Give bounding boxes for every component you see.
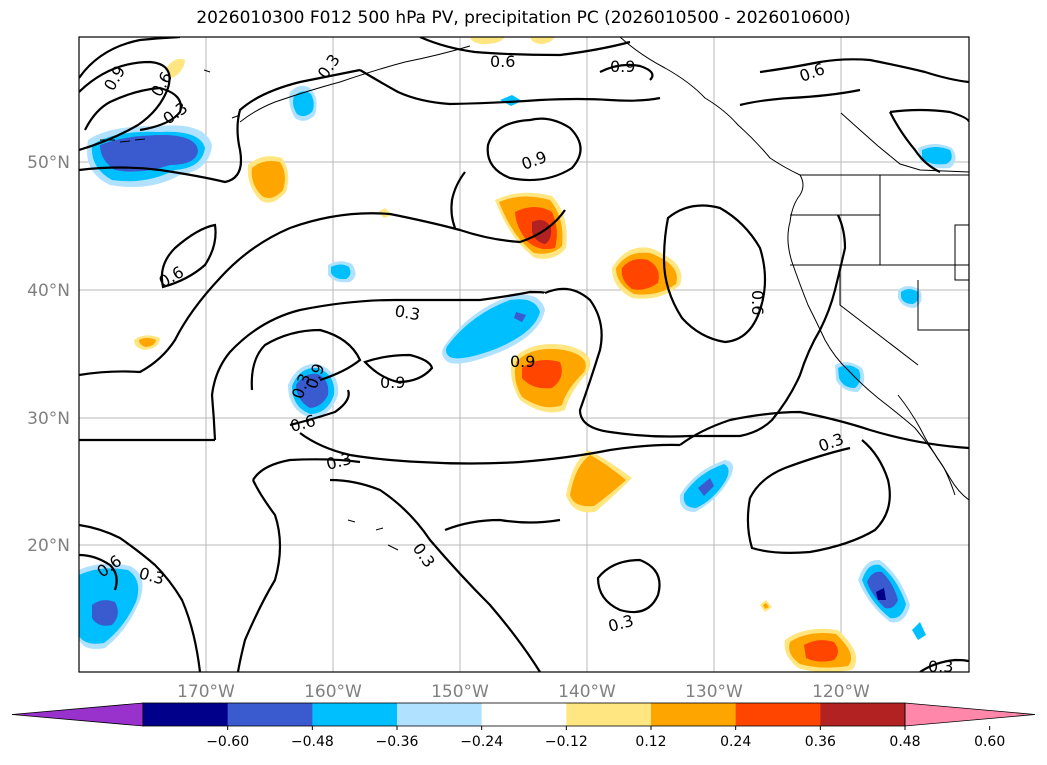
precip-blob — [296, 373, 329, 408]
precip-blob — [804, 640, 838, 662]
colorbar-tick-label: −0.36 — [376, 734, 419, 750]
precip-blob — [912, 622, 926, 640]
precip-blob — [100, 135, 198, 172]
colorbar-segment — [566, 703, 652, 726]
colorbar: −0.60 −0.48 −0.36 −0.24 −0.12 0.12 0.24 0.36 0.4… — [11, 702, 1036, 750]
precip-blob — [500, 95, 522, 106]
lon-label-150w: 150°W — [431, 682, 489, 702]
map-border — [78, 36, 970, 673]
precip-blob — [838, 365, 861, 388]
coastlines — [100, 37, 969, 551]
colorbar-segment — [651, 703, 737, 726]
colorbar-segment — [143, 703, 229, 726]
precip-positive-blobs — [134, 37, 857, 672]
colorbar-tick-label: 0.12 — [635, 734, 666, 750]
colorbar-tick-label: 0.48 — [889, 734, 920, 750]
precip-negative-blobs — [79, 85, 956, 649]
colorbar-tick-label: 0.36 — [805, 734, 836, 750]
lon-label-160w: 160°W — [304, 682, 362, 702]
colorbar-segment — [312, 703, 398, 726]
contour-label: 0.9 — [510, 352, 535, 371]
precip-blob — [698, 478, 714, 496]
map-title: 2026010300 F012 500 hPa PV, precipitatio… — [196, 8, 851, 28]
colorbar-tick-label: −0.60 — [206, 734, 249, 750]
precip-blob — [331, 264, 351, 280]
precip-blob — [522, 360, 562, 389]
lat-label-30n: 30°N — [27, 409, 70, 429]
lon-label-130w: 130°W — [685, 682, 743, 702]
lon-label-120w: 120°W — [812, 682, 870, 702]
colorbar-segment — [227, 703, 313, 726]
contour-label: 0.9 — [380, 373, 405, 392]
colorbar-border — [142, 702, 906, 727]
lat-label-40n: 40°N — [27, 281, 70, 301]
precip-blob — [92, 600, 118, 626]
precip-blob — [514, 312, 526, 322]
colorbar-segment — [820, 703, 906, 726]
precip-blob — [763, 603, 769, 609]
precip-blob — [251, 160, 285, 198]
precip-blob — [922, 147, 952, 165]
contour-label: 0.3 — [393, 301, 421, 324]
lat-label-20n: 20°N — [27, 536, 70, 556]
colorbar-tick-label: −0.12 — [545, 734, 588, 750]
contour-label: 0.3 — [928, 657, 953, 676]
precip-blob — [876, 588, 886, 600]
colorbar-segment — [735, 703, 821, 726]
pv-contours — [79, 37, 969, 672]
colorbar-extend-high — [904, 702, 1036, 727]
contour-label: 0.6 — [490, 52, 515, 71]
precip-blob — [901, 289, 919, 304]
colorbar-segment — [397, 703, 483, 726]
lat-label-50n: 50°N — [27, 153, 70, 173]
precip-blob — [293, 91, 314, 117]
precip-blob — [139, 338, 156, 347]
precip-blob — [165, 58, 185, 78]
contour-label: 0.9 — [610, 57, 635, 76]
precip-blob — [621, 259, 659, 290]
precip-blob — [570, 455, 626, 507]
lon-label-170w: 170°W — [177, 682, 235, 702]
colorbar-extend-low — [11, 702, 144, 727]
precip-blob — [470, 37, 505, 44]
precip-blob — [530, 37, 555, 44]
contour-label: 0.6 — [748, 290, 767, 315]
lon-label-140w: 140°W — [558, 682, 616, 702]
colorbar-tick-label: 0.24 — [720, 734, 751, 750]
colorbar-tick-label: −0.24 — [460, 734, 503, 750]
colorbar-tick-label: −0.48 — [291, 734, 334, 750]
colorbar-segment — [481, 703, 567, 726]
contour-labels: 0.9 0.6 0.3 0.3 0.6 0.9 0.6 0.9 0.6 0.6 … — [93, 51, 953, 676]
colorbar-tick-label: 0.60 — [974, 734, 1005, 750]
